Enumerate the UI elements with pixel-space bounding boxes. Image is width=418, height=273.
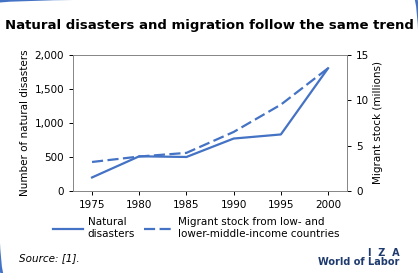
Text: I  Z  A: I Z A (367, 248, 399, 258)
Legend: Natural
disasters, Migrant stock from low- and
lower-middle-income countries: Natural disasters, Migrant stock from lo… (49, 213, 344, 243)
Text: Natural disasters and migration follow the same trend: Natural disasters and migration follow t… (5, 19, 413, 32)
Y-axis label: Number of natural disasters: Number of natural disasters (20, 49, 31, 196)
Y-axis label: Migrant stock (millions): Migrant stock (millions) (373, 61, 383, 184)
Text: Source: [1].: Source: [1]. (19, 253, 79, 263)
Text: World of Labor: World of Labor (318, 257, 399, 267)
